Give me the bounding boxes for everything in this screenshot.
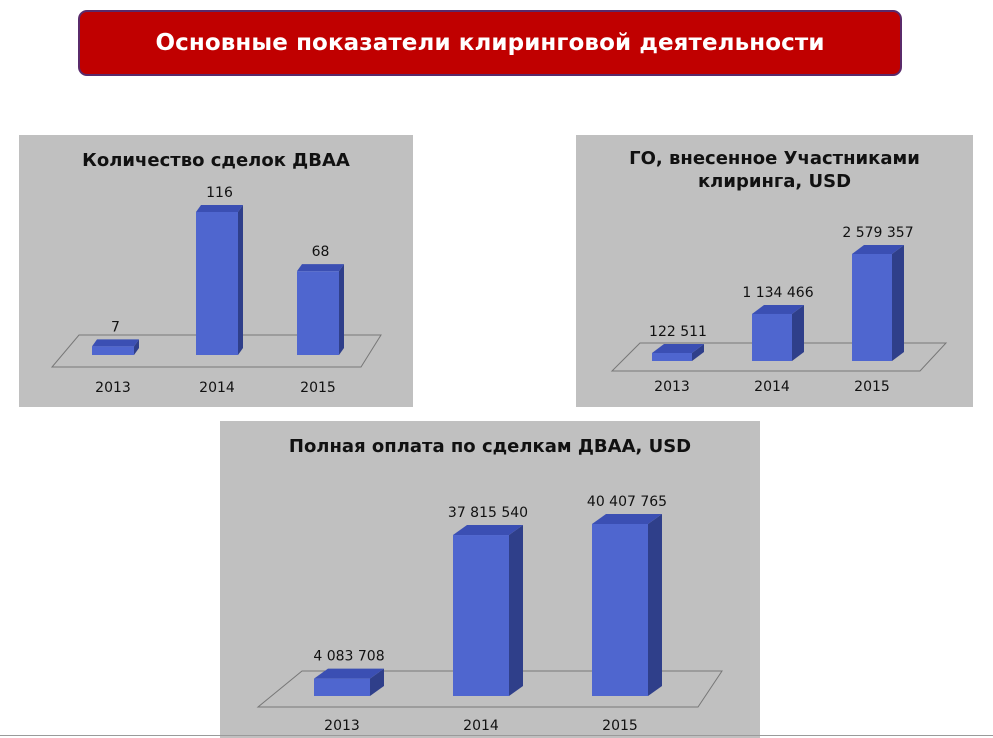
bar-top xyxy=(297,264,344,272)
bar-top xyxy=(453,525,523,536)
x-tick-label: 2014 xyxy=(463,718,499,734)
bar xyxy=(852,254,892,361)
chart-title: ГО, внесенное Участниками клиринга, USD xyxy=(629,148,920,192)
data-label: 68 xyxy=(312,244,330,260)
footer-divider xyxy=(0,735,993,736)
x-tick-label: 2015 xyxy=(602,718,638,734)
chart-title: Количество сделок ДВАА xyxy=(82,150,350,171)
bar-top xyxy=(92,339,139,347)
bar-top xyxy=(592,514,662,524)
bar xyxy=(752,313,792,361)
x-tick-label: 2015 xyxy=(854,379,890,395)
bar-side xyxy=(339,264,344,355)
bar-side xyxy=(134,339,139,355)
chart-full-payment: Полная оплата по сделкам ДВАА, USD 4 083… xyxy=(220,421,760,738)
chart-plot: 4 083 708 2013 37 815 540 2014 40 407 765 201… xyxy=(256,494,723,734)
bar-top xyxy=(196,205,243,212)
bar-side xyxy=(792,304,804,361)
x-tick-label: 2013 xyxy=(654,379,690,395)
bar-side xyxy=(892,245,904,361)
data-label: 37 815 540 xyxy=(448,505,528,521)
data-label: 4 083 708 xyxy=(313,649,384,665)
chart-margin: ГО, внесенное Участниками клиринга, USD … xyxy=(576,135,973,407)
page-title: Основные показатели клиринговой деятельн… xyxy=(155,30,825,56)
x-tick-label: 2014 xyxy=(754,379,790,395)
chart-plot: 122 511 2013 1 134 466 2014 2 579 357 2015 xyxy=(610,225,948,395)
chart-plot: 7 2013 116 2014 68 2015 xyxy=(50,185,382,396)
bar-side xyxy=(692,344,704,361)
x-tick-label: 2015 xyxy=(300,380,336,396)
data-label: 116 xyxy=(206,185,233,201)
x-tick-label: 2013 xyxy=(324,718,360,734)
bar-top xyxy=(652,344,704,353)
bar xyxy=(453,535,509,696)
bar xyxy=(92,346,134,355)
bar-side xyxy=(370,668,384,696)
data-label: 2 579 357 xyxy=(842,225,913,241)
floor-plane xyxy=(50,334,382,368)
x-tick-label: 2014 xyxy=(199,380,235,396)
bar-side xyxy=(238,205,243,355)
floor-plane xyxy=(256,670,723,708)
bar xyxy=(314,678,370,696)
bar-top xyxy=(752,304,804,314)
chart-title: Полная оплата по сделкам ДВАА, USD xyxy=(288,436,692,457)
data-label: 1 134 466 xyxy=(742,285,813,301)
data-label: 7 xyxy=(111,319,120,335)
bar xyxy=(196,212,238,355)
data-label: 40 407 765 xyxy=(587,494,667,510)
data-label: 122 511 xyxy=(649,324,707,340)
bar xyxy=(592,524,648,696)
chart-deal-count: Количество сделок ДВАА 7 2013 116 2014 68 201… xyxy=(19,135,413,407)
bar xyxy=(652,353,692,361)
x-tick-label: 2013 xyxy=(95,380,131,396)
bar-side xyxy=(648,514,662,696)
bar-top xyxy=(852,245,904,254)
bar-top xyxy=(314,668,384,679)
title-banner: Основные показатели клиринговой деятельн… xyxy=(78,10,902,76)
bar xyxy=(297,271,339,355)
bar-side xyxy=(509,525,523,696)
floor-plane xyxy=(610,342,948,372)
